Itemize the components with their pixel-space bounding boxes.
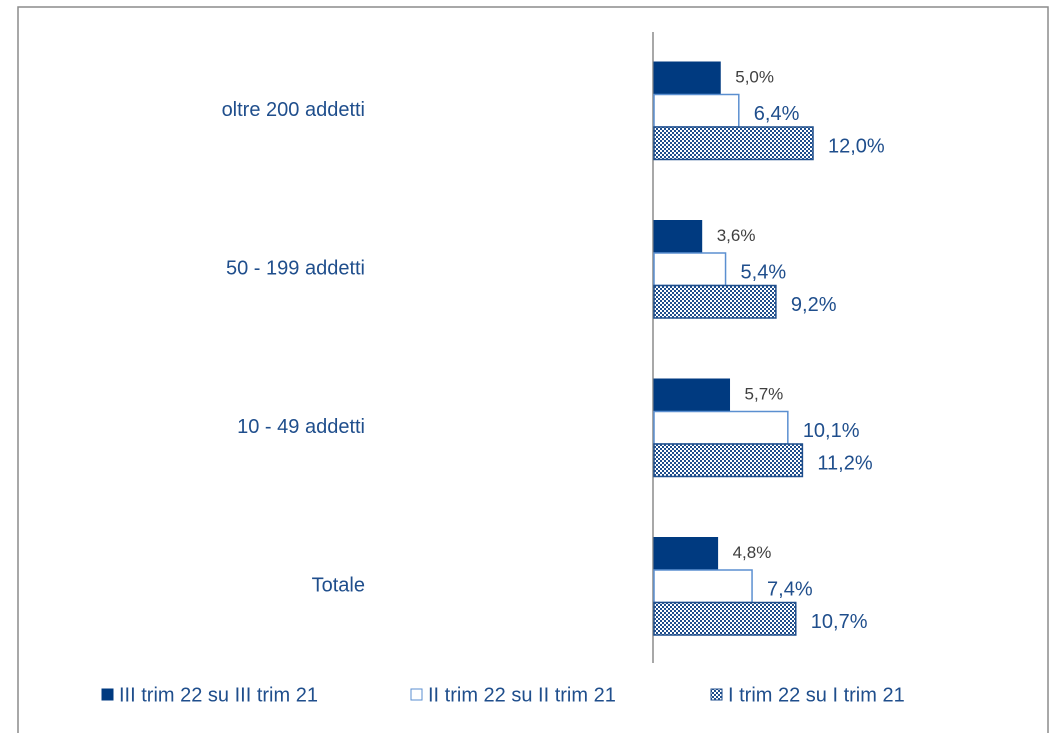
bar: [653, 569, 753, 604]
legend-label: I trim 22 su I trim 21: [728, 684, 905, 706]
bar: [653, 443, 804, 478]
bar: [653, 93, 740, 128]
data-label: 5,4%: [741, 262, 787, 284]
bar: [653, 252, 727, 287]
data-label: 5,7%: [745, 385, 784, 404]
data-label: 11,2%: [817, 453, 872, 475]
bar: [653, 537, 719, 571]
data-label: 9,2%: [791, 294, 837, 316]
y-tick-label: Totale: [312, 575, 365, 597]
bar: [653, 126, 814, 161]
data-label: 3,6%: [717, 226, 756, 245]
data-label: 7,4%: [767, 579, 813, 601]
legend-marker: [101, 688, 114, 701]
data-label: 10,1%: [803, 420, 860, 442]
legend-label: III trim 22 su III trim 21: [119, 684, 318, 706]
data-label: 6,4%: [754, 103, 800, 125]
data-label: 10,7%: [811, 611, 868, 633]
bar: [653, 601, 797, 636]
bar: [653, 220, 703, 254]
y-tick-label: 10 - 49 addetti: [237, 416, 365, 438]
data-label: 12,0%: [828, 136, 885, 158]
y-tick-label: oltre 200 addetti: [222, 99, 365, 121]
bar: [653, 61, 721, 95]
data-label: 5,0%: [735, 68, 774, 87]
frame: [17, 6, 1049, 733]
bar: [653, 378, 731, 412]
y-tick-label: 50 - 199 addetti: [226, 258, 365, 280]
legend-label: II trim 22 su II trim 21: [428, 684, 616, 706]
bar: [653, 284, 777, 319]
legend-marker: [710, 688, 723, 701]
bar: [653, 410, 789, 445]
data-label: 4,8%: [733, 543, 772, 562]
legend-marker: [410, 688, 423, 701]
